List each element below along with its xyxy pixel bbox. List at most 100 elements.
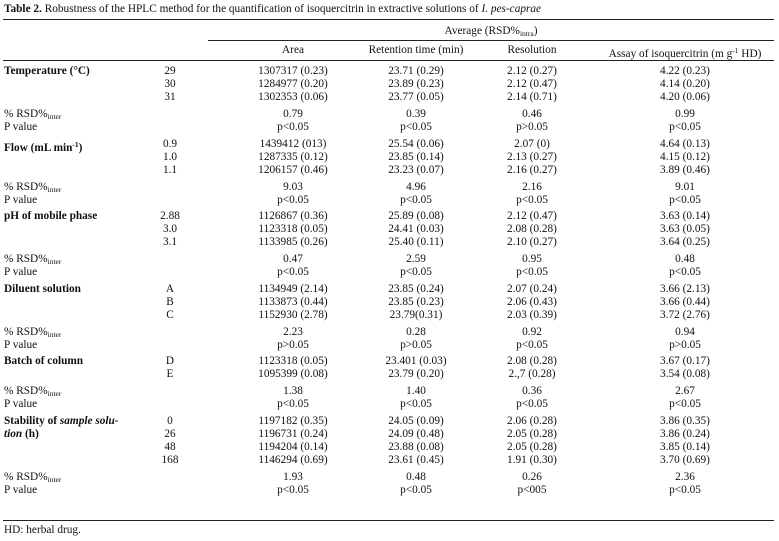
header-rule (3, 60, 774, 61)
group-label: Temperature (°C) (4, 65, 90, 78)
value-cell: 2.06 (0.43) (507, 295, 557, 308)
pvalue-cell: p<0.05 (400, 398, 432, 410)
value-cell: 2.12 (0.47) (507, 78, 557, 90)
rsd-label-text: % RSD% (4, 385, 48, 397)
value-cell: 1194204 (0.14) (258, 440, 328, 453)
table-label: Table 2. (4, 3, 42, 15)
value-cell: 3.64 (0.25) (660, 236, 710, 248)
level-cell: 1.1 (162, 163, 178, 176)
header-area: Area (282, 44, 304, 56)
value-cell: 23.79 (0.20) (388, 368, 444, 380)
value-cell: 2.08 (0.28) (507, 223, 557, 235)
level-cell: 3.0 (162, 223, 178, 235)
level-cell: 1.0 (162, 150, 178, 163)
value-cell: 1134949 (2.14) (258, 282, 328, 295)
rsd-label-sub: inter (47, 474, 62, 484)
average-rule (208, 40, 774, 41)
value-cell: 3.86 (0.35) (660, 414, 710, 427)
value-cell: 4.15 (0.12) (660, 150, 710, 163)
table-title: Robustness of the HPLC method for the qu… (41, 3, 482, 15)
pvalue-cell: p<005 (517, 483, 547, 496)
value-cell: 2.,7 (0.28) (508, 368, 556, 380)
group-label-line2: tion (h) (4, 428, 39, 441)
rsd-cell: 9.03 (283, 180, 303, 193)
value-cell: 4.22 (0.23) (660, 65, 710, 77)
pvalue-label-text: P value (4, 398, 38, 410)
value-cell: 24.09 (0.48) (388, 427, 444, 440)
value-cell: 1123318 (0.05) (258, 355, 328, 367)
value-cell: 1206157 (0.46) (258, 163, 328, 176)
rsd-label-sub: inter (47, 389, 62, 398)
value-cell: 1307317 (0.23) (258, 65, 328, 77)
pvalue-cell: p<0.05 (277, 193, 309, 206)
level-cell: 30 (164, 78, 176, 90)
level-cell: A (165, 282, 175, 295)
pvalue-cell: p<0.05 (669, 121, 701, 133)
value-cell: 3.70 (0.69) (660, 453, 710, 466)
rsd-cell: 0.92 (522, 325, 542, 338)
group-label-text: Diluent solution (4, 282, 81, 295)
group-label-text2: (h) (22, 427, 39, 440)
value-cell: 2.03 (0.39) (507, 308, 557, 321)
value-cell: 1197182 (0.35) (258, 414, 328, 427)
value-cell: 2.07 (0.24) (507, 282, 557, 295)
pvalue-cell: p<0.05 (400, 266, 432, 278)
rsd-label: % RSD%inter (4, 385, 61, 400)
group-label: Flow (mL min-1) (4, 138, 82, 155)
group-label-em2: tion (4, 427, 23, 440)
level-cell: E (166, 368, 174, 380)
rsd-label-text: % RSD% (4, 253, 48, 265)
value-cell: 1095399 (0.08) (258, 368, 328, 380)
value-cell: 1123318 (0.05) (258, 223, 328, 235)
level-cell: 0.9 (162, 137, 178, 150)
pvalue-label-text: P value (4, 338, 38, 351)
top-rule (3, 19, 774, 20)
value-cell: 25.54 (0.06) (388, 137, 444, 150)
rsd-label-text: % RSD% (4, 325, 48, 338)
value-cell: 2.07 (0) (514, 137, 550, 150)
rsd-label-sub: inter (47, 329, 62, 339)
value-cell: 3.66 (0.44) (660, 295, 710, 308)
rsd-cell: 0.48 (406, 470, 426, 483)
rsd-label-sub: inter (47, 184, 62, 194)
pvalue-cell: p<0.05 (516, 398, 548, 410)
value-cell: 24.05 (0.09) (388, 414, 444, 427)
rsd-cell: 1.93 (283, 470, 303, 483)
rsd-cell: 9.01 (675, 180, 695, 193)
level-cell: 29 (164, 65, 176, 77)
value-cell: 1284977 (0.20) (258, 78, 328, 90)
pvalue-label: P value (4, 398, 37, 411)
header-average: Average (RSD%intra) (445, 25, 538, 40)
rsd-cell: 1.38 (283, 385, 303, 397)
rsd-label-text: % RSD% (4, 180, 48, 193)
pvalue-cell: p<0.05 (669, 483, 701, 496)
rsd-cell: 2.23 (283, 325, 303, 338)
group-label-text: Stability of (4, 414, 60, 427)
pvalue-cell: p<0.05 (277, 121, 309, 133)
value-cell: 25.40 (0.11) (388, 236, 444, 248)
value-cell: 3.85 (0.14) (660, 440, 710, 453)
value-cell: 3.54 (0.08) (660, 368, 710, 380)
group-label-text: pH of mobile phase (4, 210, 98, 222)
value-cell: 3.86 (0.24) (660, 427, 710, 440)
rsd-cell: 0.95 (522, 253, 542, 265)
level-cell: C (166, 308, 174, 321)
rsd-cell: 0.48 (675, 253, 695, 265)
value-cell: 23.89 (0.23) (388, 78, 444, 90)
level-cell: 3.1 (162, 236, 178, 248)
pvalue-label-text: P value (4, 121, 38, 133)
level-cell: 48 (164, 440, 176, 453)
value-cell: 3.66 (2.13) (660, 282, 710, 295)
level-cell: 168 (161, 453, 179, 466)
group-label: Diluent solution (4, 283, 81, 296)
rsd-cell: 2.67 (675, 385, 695, 397)
header-average-close: ) (533, 25, 538, 37)
rsd-cell: 0.36 (522, 385, 542, 397)
rsd-cell: 2.36 (675, 470, 695, 483)
value-cell: 24.41 (0.03) (388, 223, 444, 235)
rsd-cell: 0.26 (522, 470, 542, 483)
pvalue-cell: p<0.05 (277, 398, 309, 410)
group-label: Batch of column (4, 355, 83, 368)
value-cell: 1146294 (0.69) (258, 453, 328, 466)
value-cell: 2.08 (0.28) (507, 355, 557, 367)
